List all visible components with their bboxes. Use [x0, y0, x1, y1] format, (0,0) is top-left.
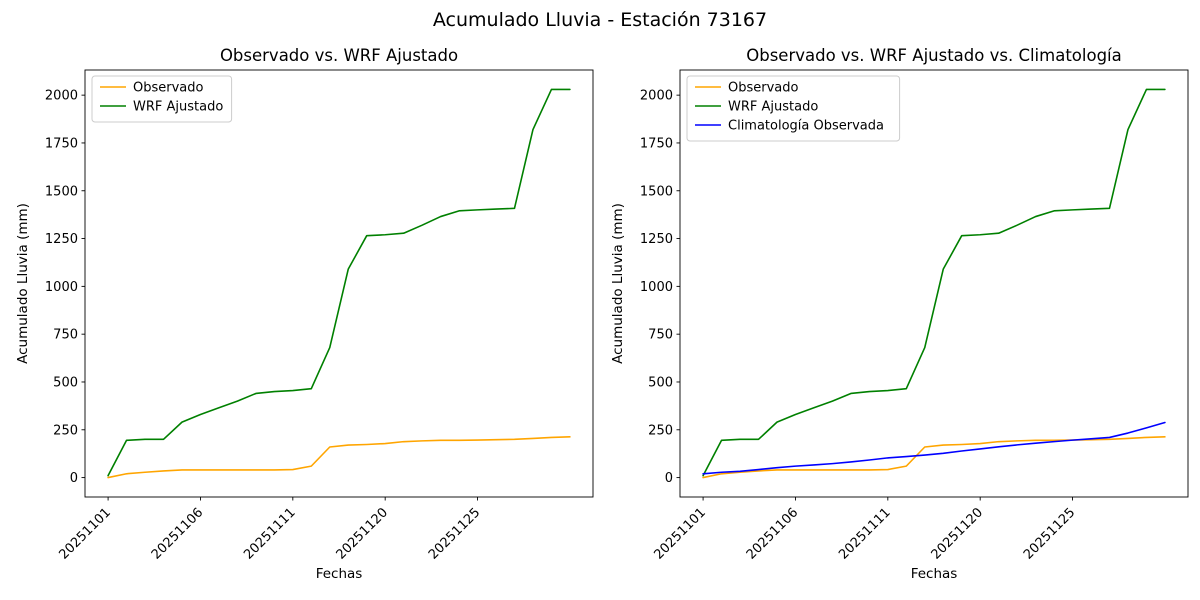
subplot-title: Observado vs. WRF Ajustado — [220, 46, 458, 65]
y-tick-label: 0 — [665, 471, 673, 486]
y-tick-label: 2000 — [45, 89, 78, 104]
subplot-title: Observado vs. WRF Ajustado vs. Climatolo… — [746, 46, 1122, 65]
x-tick-label: 20251125 — [1021, 505, 1078, 562]
y-tick-label: 750 — [648, 328, 673, 343]
x-tick-label: 20251125 — [426, 505, 483, 562]
y-tick-label: 1500 — [45, 184, 78, 199]
axes-frame — [84, 69, 594, 498]
right-chart: 0 250 500 750 1000 1250 1500 1750 2000 20251101 20… — [610, 46, 1189, 582]
y-tick-label: 1000 — [640, 280, 673, 295]
y-tick-label: 1250 — [45, 232, 78, 247]
y-axis-label: Acumulado Lluvia (mm) — [15, 203, 31, 364]
x-tick-label: 20251101 — [57, 505, 114, 562]
series-line-wrf-ajustado — [702, 88, 1166, 477]
x-tick-label: 20251111 — [241, 505, 298, 562]
legend-label-wrf-ajustado: WRF Ajustado — [728, 100, 818, 115]
legend-box — [686, 75, 901, 142]
legend-label-climatolog-a-observada: Climatología Observada — [728, 119, 884, 134]
y-axis-label: Acumulado Lluvia (mm) — [610, 203, 626, 364]
series-line-wrf-ajustado — [107, 88, 571, 477]
y-tick-label: 250 — [648, 423, 673, 438]
x-tick-label: 20251120 — [334, 505, 391, 562]
y-tick-label: 500 — [53, 375, 78, 390]
y-tick-label: 1500 — [640, 184, 673, 199]
legend-label-wrf-ajustado: WRF Ajustado — [133, 100, 223, 115]
y-tick-label: 1250 — [640, 232, 673, 247]
series-line-observado — [702, 436, 1166, 479]
y-tick-label: 1000 — [45, 280, 78, 295]
series-line-climatolog-a-observada — [702, 421, 1166, 475]
x-tick-label: 20251106 — [149, 505, 206, 562]
x-axis-label: Fechas — [316, 566, 363, 582]
x-tick-label: 20251101 — [652, 505, 709, 562]
legend-label-observado: Observado — [728, 81, 799, 96]
series-line-observado — [107, 436, 571, 479]
left-chart: 0 250 500 750 1000 1250 1500 1750 2000 20251101 20… — [15, 46, 594, 582]
y-tick-label: 750 — [53, 328, 78, 343]
legend-box — [91, 75, 233, 123]
figure-title: Acumulado Lluvia - Estación 73167 — [432, 9, 768, 31]
x-tick-label: 20251111 — [836, 505, 893, 562]
x-tick-label: 20251106 — [744, 505, 801, 562]
y-tick-label: 1750 — [640, 136, 673, 151]
x-tick-label: 20251120 — [929, 505, 986, 562]
y-tick-label: 250 — [53, 423, 78, 438]
axes-frame — [679, 69, 1189, 498]
y-tick-label: 500 — [648, 375, 673, 390]
x-axis-label: Fechas — [911, 566, 958, 582]
legend-label-observado: Observado — [133, 81, 204, 96]
y-tick-label: 1750 — [45, 136, 78, 151]
y-tick-label: 0 — [70, 471, 78, 486]
y-tick-label: 2000 — [640, 89, 673, 104]
